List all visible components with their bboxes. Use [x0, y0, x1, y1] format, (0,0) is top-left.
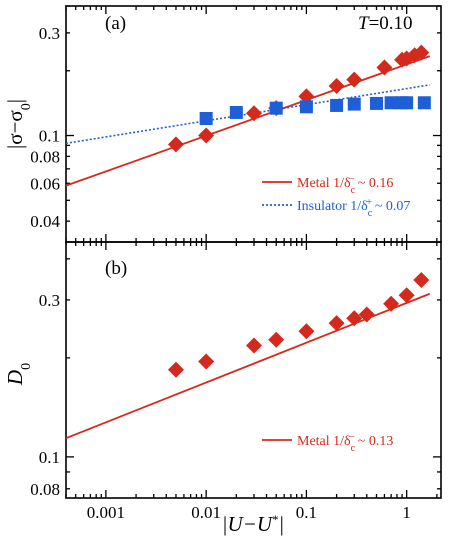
data-point-square: [330, 98, 344, 112]
data-point-diamond: [328, 315, 345, 332]
y-title-main: |σ−σ: [3, 110, 27, 149]
data-point-square: [347, 97, 361, 111]
data-point-square: [199, 111, 213, 125]
data-point-square: [229, 105, 243, 119]
panel-a-fit-lines: [65, 55, 431, 187]
legend-sub: c: [351, 443, 356, 454]
data-point-square: [299, 100, 313, 114]
legend-sup: +: [366, 197, 372, 208]
y-title-sub: 0: [19, 363, 34, 370]
data-point-diamond: [413, 44, 430, 61]
panel-b-y-axis-title: D0: [3, 363, 34, 386]
y-tick-label: 0.08: [30, 147, 60, 166]
data-point-diamond: [298, 323, 315, 340]
x-axis-title: |U−U*|: [222, 512, 285, 537]
annotation-value: =0.10: [369, 13, 413, 34]
data-point-diamond: [167, 361, 184, 378]
data-point-square: [269, 101, 283, 115]
x-tick-label: 0.001: [87, 503, 125, 522]
data-point-square: [400, 96, 414, 110]
data-point-diamond: [198, 353, 215, 370]
y-tick-label: 0.06: [30, 174, 60, 193]
panel-b-data-marks: [167, 271, 430, 378]
data-point-diamond: [413, 271, 430, 288]
legend-sup: −: [349, 174, 355, 185]
panel-b-ticks: [65, 242, 441, 498]
x-tick-label: 0.1: [296, 503, 317, 522]
legend-prefix: Insulator 1/δ: [297, 199, 368, 214]
legend-suffix: ~ 0.16: [358, 176, 394, 191]
y-title-main: D: [3, 370, 27, 386]
legend-prefix: Metal 1/δ: [297, 434, 351, 449]
legend-entry: Metal 1/δc− ~ 0.16: [297, 174, 393, 196]
panel-b: 0.08 0.1 0.3 (b) Metal 1/δc− ~ 0.13 D0: [3, 241, 442, 499]
y-tick-label: 0.3: [39, 291, 60, 310]
panel-b-label: (b): [105, 258, 127, 279]
fit-line-metal: [65, 292, 431, 440]
panel-a-y-axis-title: |σ−σ0|: [3, 99, 34, 149]
y-tick-label: 0.04: [30, 212, 60, 231]
data-point-square: [417, 96, 431, 110]
y-title-end: |: [3, 99, 27, 103]
data-point-diamond: [268, 331, 285, 348]
x-tick-label: 1: [402, 503, 411, 522]
legend-sub: c: [351, 185, 356, 196]
panel-b-fit-lines: [65, 292, 431, 440]
panel-a: 0.040.060.080.10.3 (a) T=0.10 Metal 1/δc…: [3, 5, 442, 243]
data-point-diamond: [167, 136, 184, 153]
fit-line-metal: [65, 55, 431, 187]
panel-b-frame: [65, 241, 442, 499]
data-point-diamond: [376, 59, 393, 76]
data-point-diamond: [328, 77, 345, 94]
data-point-diamond: [398, 287, 415, 304]
y-tick-label: 0.1: [39, 127, 60, 146]
legend-prefix: Metal 1/δ: [297, 176, 351, 191]
y-tick-label: 0.1: [39, 448, 60, 467]
data-point-square: [369, 96, 383, 110]
data-point-diamond: [346, 310, 363, 327]
data-point-diamond: [346, 71, 363, 88]
data-point-diamond: [245, 105, 262, 122]
panel-a-ticks: [65, 5, 441, 242]
panel-b-legend: Metal 1/δc− ~ 0.13: [262, 432, 393, 454]
data-point-diamond: [383, 295, 400, 312]
legend-sup: −: [349, 432, 355, 443]
legend-suffix: ~ 0.07: [375, 199, 411, 214]
data-point-square: [384, 96, 398, 110]
y-tick-label: 0.08: [30, 480, 60, 499]
legend-entry: Insulator 1/δc+ ~ 0.07: [297, 197, 410, 219]
data-point-diamond: [245, 337, 262, 354]
x-axis-tick-labels: 0.001 0.01 0.1 1: [87, 503, 411, 522]
x-tick-label: 0.01: [191, 503, 221, 522]
data-point-diamond: [358, 306, 375, 323]
panel-a-label: (a): [105, 13, 126, 34]
y-tick-label: 0.3: [39, 24, 60, 43]
panel-a-temperature-annotation: T=0.10: [358, 13, 413, 34]
legend-sub: c: [368, 208, 373, 219]
panel-a-data-marks: [167, 44, 431, 153]
y-title-sub: 0: [19, 103, 34, 110]
panel-a-y-tick-labels: 0.04 0.06 0.080.1 0.3: [30, 24, 60, 231]
panel-b-y-tick-labels: 0.08 0.1 0.3: [30, 291, 60, 499]
data-point-diamond: [198, 127, 215, 144]
legend-entry: Metal 1/δc− ~ 0.13: [297, 432, 393, 454]
annotation-variable: T: [358, 13, 370, 34]
legend-suffix: ~ 0.13: [358, 434, 394, 449]
